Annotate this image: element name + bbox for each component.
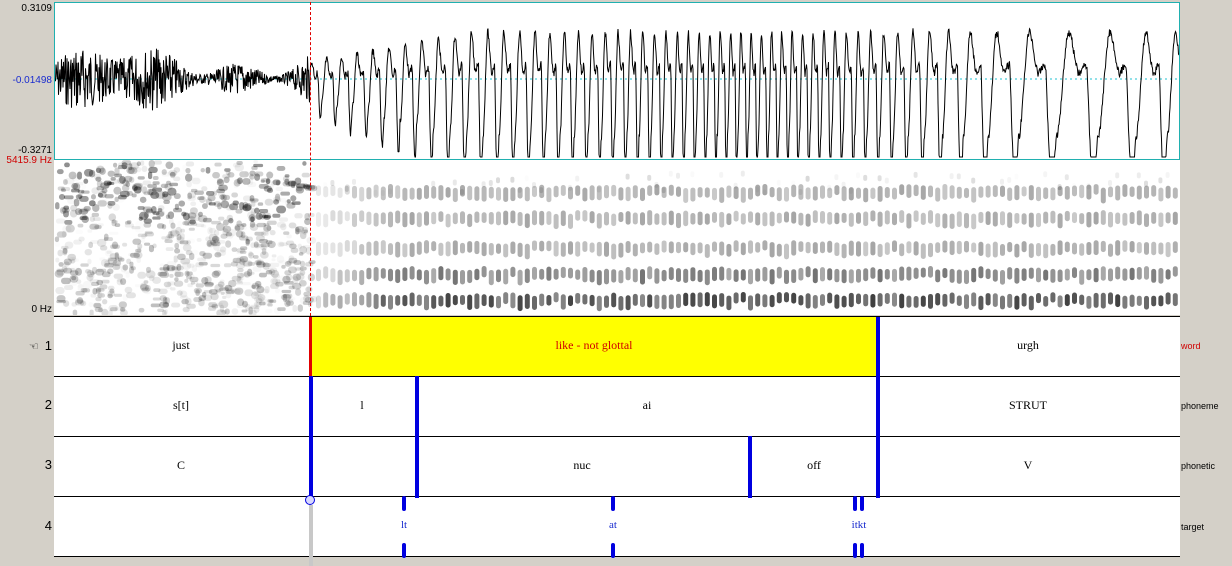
point-label: at xyxy=(609,519,617,531)
tier-number[interactable]: ☜ 1 xyxy=(28,338,52,353)
interval-boundary[interactable] xyxy=(309,376,313,498)
cursor-boundary-tier1 xyxy=(309,316,312,376)
tier-name: phonetic xyxy=(1181,461,1216,471)
waveform-panel[interactable] xyxy=(54,2,1180,160)
interval-label: STRUT xyxy=(1008,398,1048,412)
interval-label: just xyxy=(172,338,190,352)
tier-number[interactable]: 4 xyxy=(44,518,52,533)
tier-separator xyxy=(54,376,1180,377)
waveform-ymax-label: 0.3109 xyxy=(21,3,52,14)
point-marker[interactable] xyxy=(853,543,857,558)
waveform-ymin-label: -0.3271 xyxy=(18,145,52,156)
tier-separator xyxy=(54,316,1180,317)
cursor-line[interactable] xyxy=(310,2,311,316)
waveform-trace xyxy=(55,27,1179,158)
point-label: lt xyxy=(400,519,408,531)
interval-label: s[t] xyxy=(173,398,189,412)
interval-label: nuc xyxy=(573,458,591,472)
point-label: itkt xyxy=(851,519,867,531)
interval-boundary[interactable] xyxy=(876,317,880,498)
waveform-center-label: -0.01498 xyxy=(12,75,52,86)
interval-label: l xyxy=(360,398,364,412)
interval-label: urgh xyxy=(1017,338,1039,352)
point-marker[interactable] xyxy=(611,543,615,558)
point-marker[interactable] xyxy=(853,496,857,511)
selected-interval[interactable] xyxy=(312,317,878,376)
interval-label: ai xyxy=(642,398,652,412)
interval-boundary[interactable] xyxy=(748,436,752,498)
tier-name: target xyxy=(1181,522,1205,532)
point-marker[interactable] xyxy=(402,496,406,511)
tier-separator xyxy=(54,496,1180,497)
point-marker[interactable] xyxy=(860,543,864,558)
point-marker[interactable] xyxy=(860,496,864,511)
point-marker[interactable] xyxy=(402,543,406,558)
spectrogram-panel[interactable] xyxy=(54,160,1180,315)
cursor-handle[interactable] xyxy=(305,495,315,505)
tier-separator xyxy=(54,436,1180,437)
tier-name: word xyxy=(1181,341,1201,351)
point-marker[interactable] xyxy=(611,496,615,511)
tier-number[interactable]: 2 xyxy=(44,397,52,412)
spectrogram-fmax-label: 5415.9 Hz xyxy=(6,155,52,166)
interval-label: like - not glottal xyxy=(555,338,633,352)
tier-number[interactable]: 3 xyxy=(44,457,52,472)
interval-label: V xyxy=(1023,458,1033,472)
tier-separator xyxy=(54,556,1180,557)
spectrogram-image xyxy=(54,160,1178,315)
spectrogram-fmin-label: 0 Hz xyxy=(31,304,52,315)
tier-name: phoneme xyxy=(1181,401,1219,411)
cursor-drag-bar[interactable] xyxy=(309,505,313,566)
interval-label: C xyxy=(176,458,186,472)
interval-boundary[interactable] xyxy=(415,376,419,498)
pointing-hand-icon: ☜ xyxy=(28,341,39,353)
interval-label: off xyxy=(807,458,821,472)
